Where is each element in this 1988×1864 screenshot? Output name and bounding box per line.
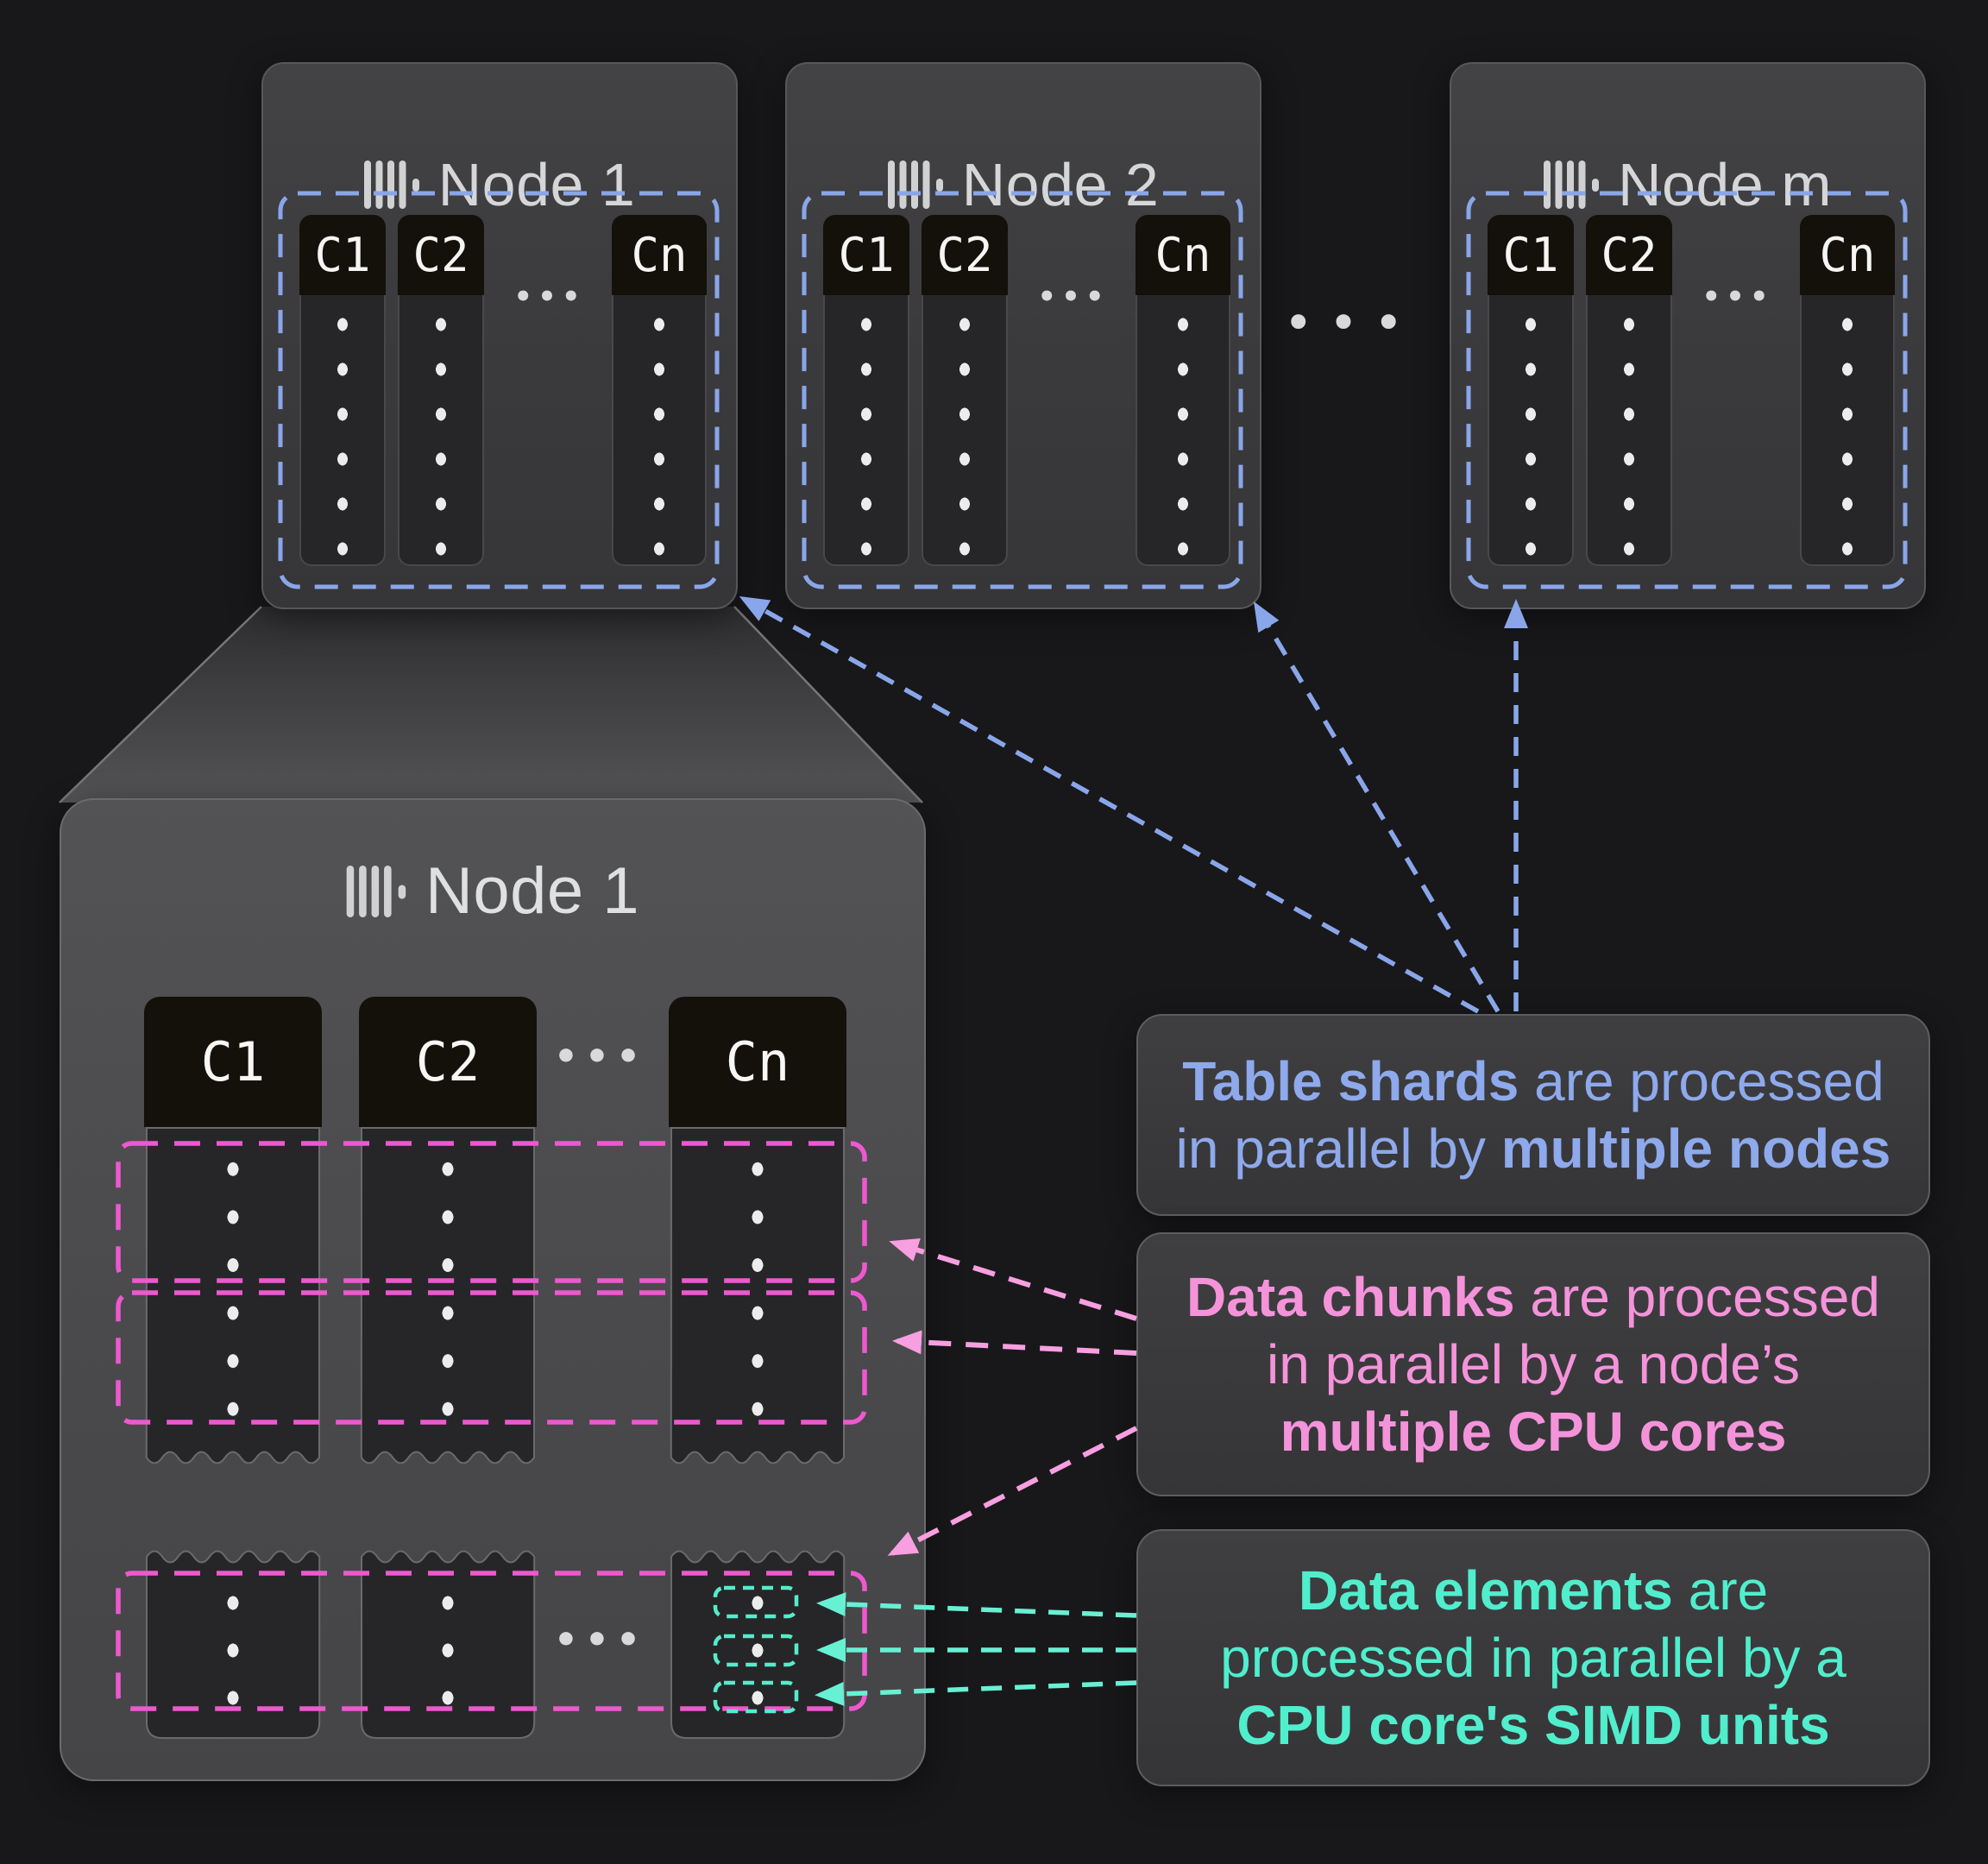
annotation-data-elements: Data elements are processed in parallel … (1136, 1529, 1930, 1786)
funnel-left-edge (59, 606, 262, 803)
arrow-chunks-to-chunk-1 (889, 1238, 1137, 1321)
column-header: Cn (612, 215, 707, 295)
column-header: C2 (1586, 215, 1672, 295)
column-header: Cn (1800, 215, 1895, 295)
column-data-dots (669, 1145, 846, 1433)
nodes-ellipsis: ••• (1283, 293, 1419, 352)
column-c2: C2 (922, 215, 1008, 566)
arrow-chunks-to-chunk-3 (887, 1426, 1138, 1556)
column-header: Cn (669, 997, 846, 1127)
annotation-text: processed in parallel by a (1220, 1627, 1846, 1689)
database-bars-icon (346, 865, 406, 917)
annotation-bold: multiple CPU cores (1280, 1401, 1787, 1463)
node-title: Node m (1617, 151, 1833, 218)
database-bars-icon (887, 161, 943, 209)
arrow-shards-to-node-2 (1253, 601, 1500, 1013)
column-header: Cn (1136, 215, 1230, 295)
database-bars-icon (1543, 161, 1599, 209)
column-header: C1 (299, 215, 386, 295)
columns-ellipsis: ••• (1037, 280, 1110, 314)
zoomed-node-title-row: Node 1 (61, 853, 924, 929)
annotation-text: are processed (1519, 1050, 1884, 1112)
annotation-line: Data chunks are processed (1186, 1263, 1880, 1331)
zoomed-node-card-1: Node 1 C1 C2 ••• (60, 798, 926, 1781)
arrow-chunks-to-chunk-2 (892, 1330, 1137, 1356)
columns-ellipsis: ••• (513, 280, 586, 314)
column-header: C2 (922, 215, 1008, 295)
column-header: C1 (144, 997, 322, 1127)
column-data-dots (669, 1579, 846, 1722)
annotation-line: Table shards are processed (1182, 1048, 1884, 1115)
zoom-funnel-shape (60, 607, 922, 803)
node-card-2: Node 2 C1 C2 ••• Cn (785, 62, 1261, 609)
column-c1: C1 (823, 215, 909, 566)
column-cn: Cn (1800, 215, 1895, 566)
annotation-line: multiple CPU cores (1280, 1398, 1787, 1465)
columns-ellipsis: ••• (1702, 280, 1774, 314)
column-data-dots (144, 1579, 322, 1722)
column-cn: Cn (612, 215, 707, 566)
annotation-bold: multiple nodes (1500, 1118, 1891, 1180)
annotation-line: in parallel by a node’s (1267, 1331, 1800, 1398)
annotation-data-chunks: Data chunks are processed in parallel by… (1136, 1232, 1930, 1496)
column-data-dots (1588, 302, 1670, 564)
column-data-dots (399, 302, 482, 564)
annotation-line: in parallel by multiple nodes (1176, 1115, 1891, 1182)
column-data-dots (1489, 302, 1572, 564)
column-body (1136, 295, 1230, 566)
annotation-line: CPU core's SIMD units (1236, 1691, 1829, 1759)
annotation-text: in parallel by a node’s (1267, 1333, 1800, 1395)
annotation-line: Data elements are (1299, 1557, 1768, 1624)
column-c1: C1 (1488, 215, 1574, 566)
node-card-m: Node m C1 C2 ••• Cn (1450, 62, 1926, 609)
column-c2: C2 (398, 215, 484, 566)
column-data-dots (144, 1145, 322, 1433)
column-cn: Cn (1136, 215, 1230, 566)
annotation-bold: CPU core's SIMD units (1236, 1694, 1830, 1756)
column-data-dots (825, 302, 908, 564)
column-data-dots (923, 302, 1006, 564)
node-card-1: Node 1 C1 C2 ••• Cn (261, 62, 738, 609)
column-body (299, 295, 386, 566)
column-header: C2 (359, 997, 537, 1127)
node-m-title-row: Node m (1451, 150, 1924, 219)
column-body (612, 295, 707, 566)
column-data-dots (1802, 302, 1893, 564)
columns-ellipsis: ••• (553, 1035, 648, 1079)
annotation-bold: Data elements (1298, 1559, 1673, 1622)
column-header: C1 (823, 215, 909, 295)
annotation-text: are (1672, 1559, 1769, 1622)
node-title: Node 1 (425, 854, 640, 928)
column-header: C1 (1488, 215, 1574, 295)
annotation-bold: Data chunks (1186, 1266, 1515, 1328)
column-body (1488, 295, 1574, 566)
annotation-table-shards: Table shards are processed in parallel b… (1136, 1014, 1930, 1216)
annotation-text: are processed (1514, 1266, 1880, 1328)
annotation-text: in parallel by (1175, 1118, 1501, 1180)
node-1-title-row: Node 1 (263, 150, 736, 219)
column-body (398, 295, 484, 566)
column-header: C2 (398, 215, 484, 295)
funnel-right-edge (733, 606, 923, 803)
node-title: Node 2 (961, 151, 1160, 218)
annotation-bold: Table shards (1182, 1050, 1519, 1112)
columns-ellipsis: ••• (553, 1618, 648, 1662)
column-data-dots (359, 1579, 537, 1722)
column-body (823, 295, 909, 566)
column-c1: C1 (299, 215, 386, 566)
annotation-line: processed in parallel by a (1220, 1624, 1846, 1691)
database-bars-icon (363, 161, 419, 209)
node-2-title-row: Node 2 (787, 150, 1260, 219)
column-body (922, 295, 1008, 566)
node-title: Node 1 (437, 151, 636, 218)
column-body (1800, 295, 1895, 566)
column-c2: C2 (1586, 215, 1672, 566)
column-data-dots (301, 302, 384, 564)
column-data-dots (613, 302, 705, 564)
column-data-dots (359, 1145, 537, 1433)
column-body (1586, 295, 1672, 566)
column-data-dots (1137, 302, 1229, 564)
